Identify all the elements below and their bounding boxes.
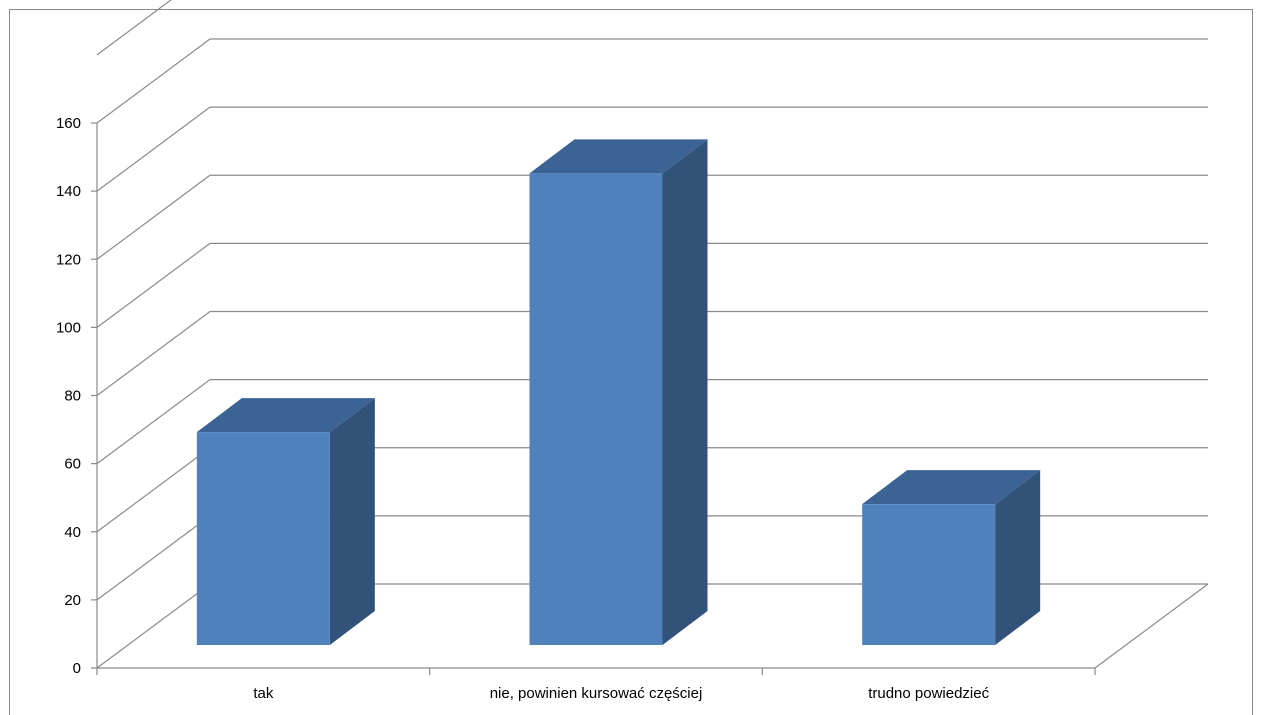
gridline-diagonal: [96, 242, 211, 328]
bar: [529, 139, 708, 645]
y-tick-label: 120: [56, 251, 81, 268]
gridline-diagonal: [96, 379, 211, 465]
bars: [196, 139, 1041, 645]
gridline-diagonal: [96, 311, 211, 396]
bar-front: [529, 173, 663, 645]
gridline-diagonal: [96, 583, 211, 669]
gridline-diagonal: [96, 38, 211, 124]
labels: 0 20 40 60 80 100 120 140 160 tak nie, powinien ku…: [56, 115, 990, 702]
floor-right-edge: [1094, 583, 1209, 669]
gridline-diagonal: [96, 174, 211, 260]
bar-side: [662, 139, 708, 645]
bar-front: [862, 504, 996, 645]
y-tick-label: 40: [64, 524, 81, 541]
y-tick-label: 100: [56, 319, 81, 336]
y-tick-label: 80: [64, 388, 81, 405]
bar-side: [995, 470, 1041, 645]
gridline-diagonal: [96, 106, 211, 192]
gridlines: [96, 0, 1209, 669]
y-tick-label: 20: [64, 592, 81, 609]
bar-top: [862, 470, 1041, 505]
axes: [91, 122, 1096, 675]
bar: [862, 470, 1041, 645]
y-tick-label: 0: [73, 660, 81, 677]
bar-top: [529, 139, 708, 174]
gridline-diagonal: [96, 447, 211, 533]
y-tick-label: 140: [56, 183, 81, 200]
bar-front: [196, 432, 330, 645]
y-tick-label: 60: [64, 456, 81, 473]
gridline-diagonal: [96, 515, 211, 601]
x-tick-label: nie, powinien kursować częściej: [490, 685, 703, 702]
bar-top: [196, 398, 375, 433]
x-tick-label: trudno powiedzieć: [868, 685, 989, 702]
bar: [196, 398, 375, 645]
bar-side: [329, 398, 375, 645]
gridline-diagonal: [96, 0, 172, 56]
y-tick-label: 160: [56, 115, 81, 132]
x-tick-label: tak: [253, 685, 274, 702]
